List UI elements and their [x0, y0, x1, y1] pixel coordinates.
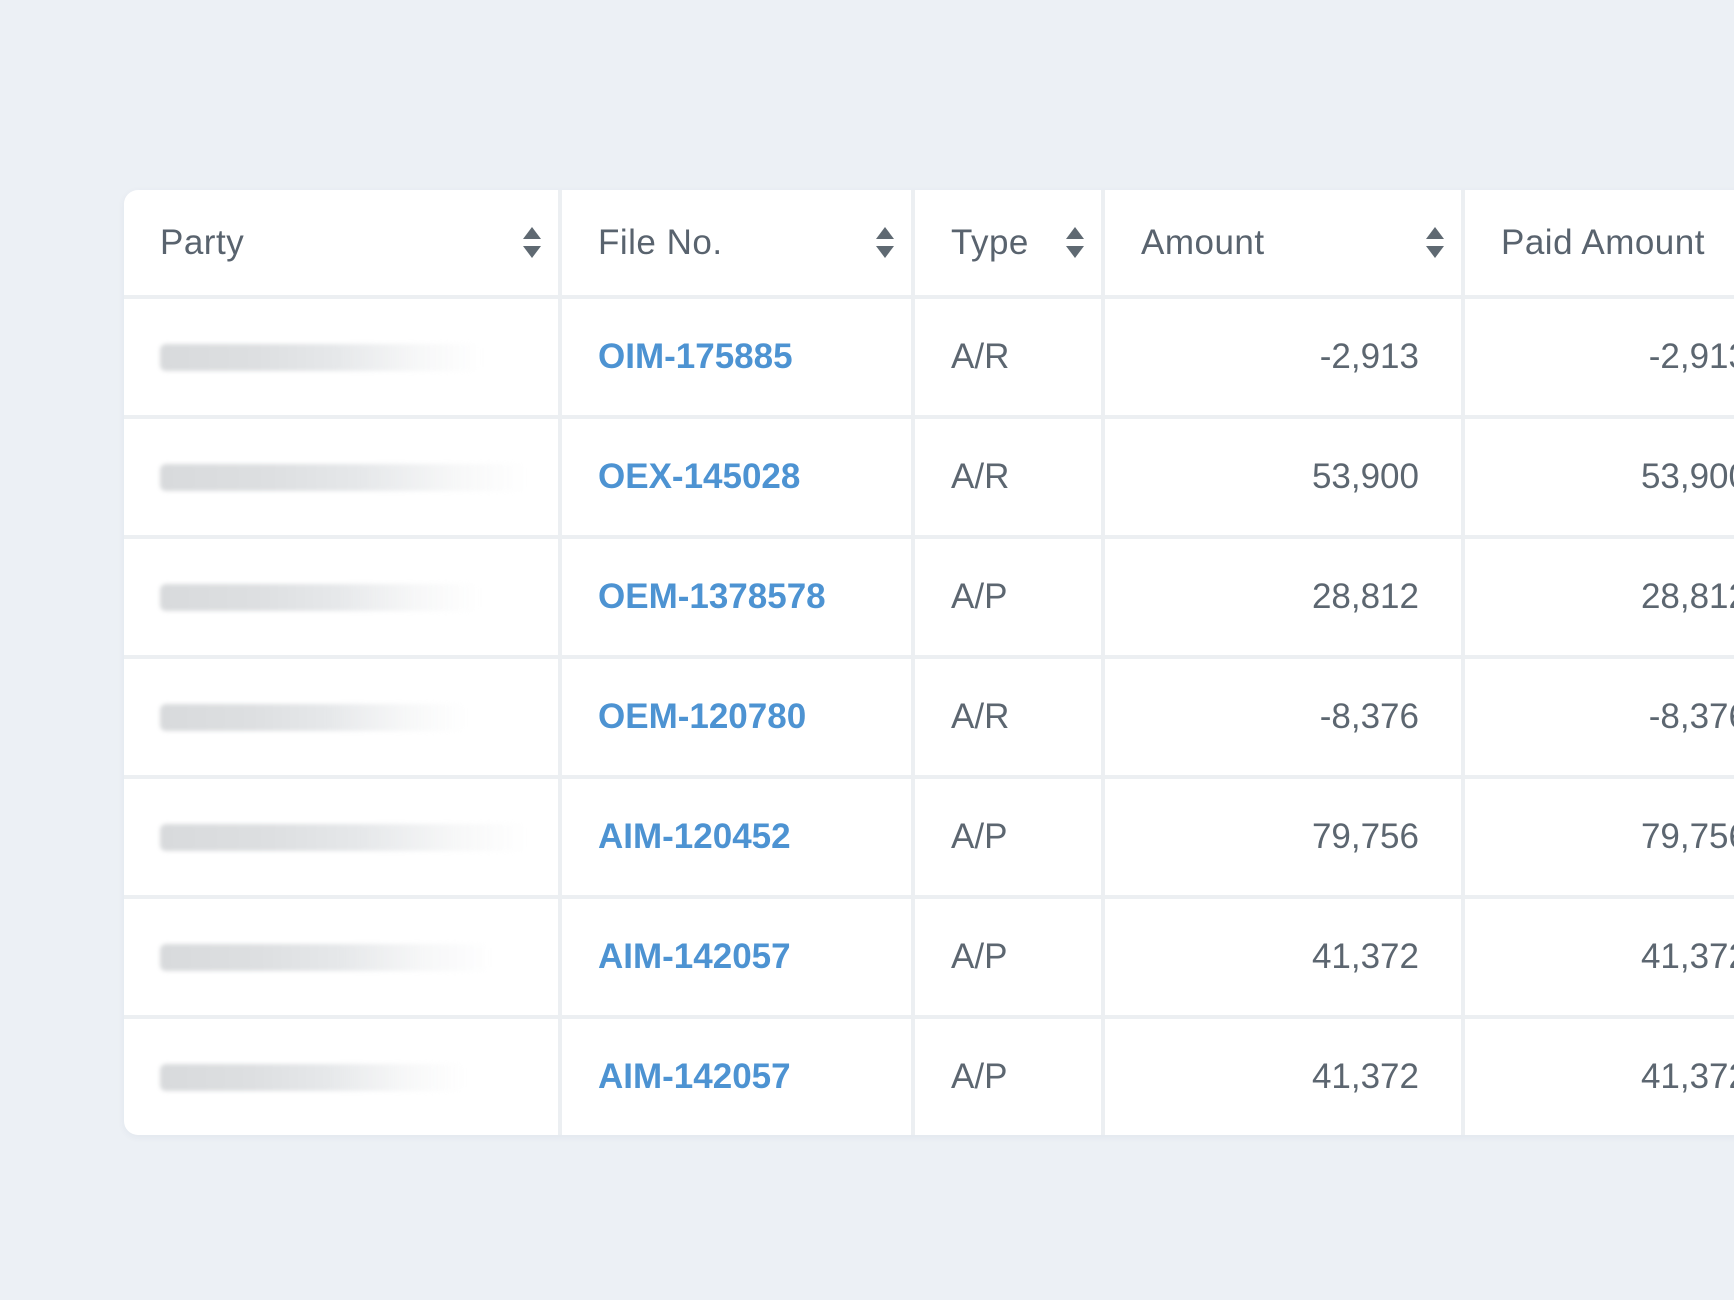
- type-cell: A/R: [915, 419, 1101, 535]
- file-no-cell: OEX-145028: [562, 419, 911, 535]
- type-cell: A/R: [915, 299, 1101, 415]
- file-no-cell: AIM-120452: [562, 779, 911, 895]
- paid-amount-cell: 41,372: [1465, 1019, 1734, 1135]
- paid-amount-cell: -8,376: [1465, 659, 1734, 775]
- file-no-link[interactable]: OEX-145028: [598, 457, 801, 496]
- sort-icon[interactable]: [875, 227, 895, 258]
- amount-cell: 28,812: [1105, 539, 1461, 655]
- party-name-redacted: [160, 343, 482, 371]
- sort-icon[interactable]: [1425, 227, 1445, 258]
- amount-cell: 41,372: [1105, 899, 1461, 1015]
- table-row: AIM-120452 A/P 79,756 79,756: [124, 779, 1734, 895]
- column-header-label: Paid Amount: [1501, 222, 1705, 262]
- column-header-paid-amount[interactable]: Paid Amount: [1465, 190, 1734, 295]
- column-header-label: Amount: [1141, 222, 1265, 262]
- ledger-table-card: Party File No. Type Amount: [124, 190, 1734, 1135]
- table-row: OEM-120780 A/R -8,376 -8,376: [124, 659, 1734, 775]
- column-header-label: File No.: [598, 222, 723, 262]
- party-cell: [124, 419, 558, 535]
- column-header-file-no[interactable]: File No.: [562, 190, 911, 295]
- column-header-party[interactable]: Party: [124, 190, 558, 295]
- paid-amount-cell: 53,900: [1465, 419, 1734, 535]
- column-header-label: Party: [160, 222, 245, 262]
- type-cell: A/R: [915, 659, 1101, 775]
- party-name-redacted: [160, 703, 466, 731]
- party-name-redacted: [160, 1063, 465, 1091]
- sort-icon[interactable]: [1065, 227, 1085, 258]
- paid-amount-cell: 79,756: [1465, 779, 1734, 895]
- file-no-link[interactable]: OIM-175885: [598, 337, 793, 376]
- file-no-cell: OEM-1378578: [562, 539, 911, 655]
- file-no-cell: OIM-175885: [562, 299, 911, 415]
- file-no-cell: AIM-142057: [562, 899, 911, 1015]
- party-cell: [124, 779, 558, 895]
- file-no-link[interactable]: AIM-142057: [598, 1057, 791, 1096]
- paid-amount-cell: 28,812: [1465, 539, 1734, 655]
- table-row: OIM-175885 A/R -2,913 -2,913: [124, 299, 1734, 415]
- party-cell: [124, 299, 558, 415]
- table-row: AIM-142057 A/P 41,372 41,372: [124, 1019, 1734, 1135]
- paid-amount-cell: -2,913: [1465, 299, 1734, 415]
- party-cell: [124, 1019, 558, 1135]
- type-cell: A/P: [915, 1019, 1101, 1135]
- sort-icon[interactable]: [522, 227, 542, 258]
- amount-cell: 41,372: [1105, 1019, 1461, 1135]
- table-row: AIM-142057 A/P 41,372 41,372: [124, 899, 1734, 1015]
- table-row: OEM-1378578 A/P 28,812 28,812: [124, 539, 1734, 655]
- party-name-redacted: [160, 943, 490, 971]
- party-name-redacted: [160, 463, 528, 491]
- file-no-link[interactable]: AIM-120452: [598, 817, 791, 856]
- column-header-amount[interactable]: Amount: [1105, 190, 1461, 295]
- file-no-cell: AIM-142057: [562, 1019, 911, 1135]
- paid-amount-cell: 41,372: [1465, 899, 1734, 1015]
- amount-cell: -8,376: [1105, 659, 1461, 775]
- amount-cell: -2,913: [1105, 299, 1461, 415]
- file-no-cell: OEM-120780: [562, 659, 911, 775]
- column-header-label: Type: [951, 222, 1029, 262]
- file-no-link[interactable]: OEM-1378578: [598, 577, 826, 616]
- party-cell: [124, 899, 558, 1015]
- type-cell: A/P: [915, 779, 1101, 895]
- table-row: OEX-145028 A/R 53,900 53,900: [124, 419, 1734, 535]
- table-header-row: Party File No. Type Amount: [124, 190, 1734, 295]
- type-cell: A/P: [915, 539, 1101, 655]
- party-cell: [124, 539, 558, 655]
- amount-cell: 53,900: [1105, 419, 1461, 535]
- column-header-type[interactable]: Type: [915, 190, 1101, 295]
- file-no-link[interactable]: AIM-142057: [598, 937, 791, 976]
- amount-cell: 79,756: [1105, 779, 1461, 895]
- party-name-redacted: [160, 823, 528, 851]
- type-cell: A/P: [915, 899, 1101, 1015]
- party-name-redacted: [160, 583, 480, 611]
- party-cell: [124, 659, 558, 775]
- file-no-link[interactable]: OEM-120780: [598, 697, 807, 736]
